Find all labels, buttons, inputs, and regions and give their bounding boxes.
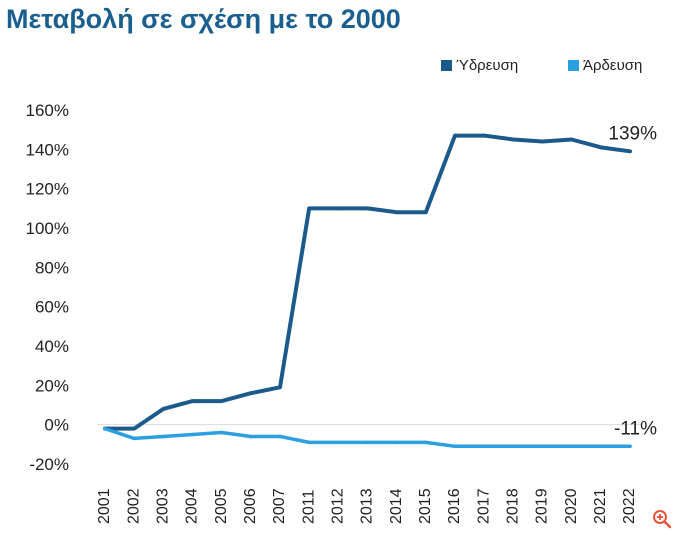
legend-swatch-series-2 [568,60,579,71]
series-2-point [161,434,166,439]
data-label-2: -11% [614,418,657,439]
series-line-1 [103,133,632,431]
series-1-point [190,399,195,403]
series-1-point [336,206,341,211]
series-2-point [628,444,632,449]
x-tick-label: 2002 [125,488,142,524]
series-2-point [219,430,224,435]
zoom-in-icon [653,510,672,529]
x-tick-label: 2020 [563,488,580,524]
x-tick-label: 2019 [534,488,551,524]
x-tick-label: 2014 [388,488,405,524]
series-2-point [365,440,370,445]
series-2-point [569,444,574,449]
x-tick-label: 2016 [446,488,463,524]
series-2-point [511,444,516,449]
series-2-point [307,440,311,445]
series-1-point [394,210,399,215]
y-tick-label: 140% [26,140,69,159]
series-2-point [278,434,282,439]
y-tick-label: 60% [35,298,69,317]
x-tick-label: 2018 [505,488,522,524]
x-tick-label: 2004 [184,488,201,524]
y-tick-label: 20% [35,376,69,395]
x-tick-label: 2012 [330,488,347,524]
series-1-point [599,145,603,150]
legend-item-series-2: Άρδευση [568,57,642,74]
x-tick-label: 2022 [621,488,638,524]
series-2-point [190,432,195,437]
series-1-point [161,407,166,411]
series-2-point [103,426,107,431]
series-2-point [249,434,253,439]
series-2-point [132,436,136,441]
series-1-point [307,206,311,211]
series-1-point [540,139,545,144]
y-tick-label: 100% [26,219,69,238]
series-1-point [219,399,224,403]
series-2-point [599,444,603,449]
legend-label-series-2: Άρδευση [583,57,643,74]
zoom-in-button[interactable] [650,507,674,531]
legend-swatch-series-1 [441,60,452,71]
legend-label-series-1: Ύδρευση [456,57,519,74]
data-label-1: 139% [608,123,657,144]
chart-title: Μεταβολή σε σχέση με το 2000 [6,4,401,34]
y-tick-label: 80% [35,258,69,277]
series-1-point [365,206,370,211]
x-tick-label: 2007 [271,488,288,524]
legend-item-series-1: Ύδρευση [441,57,518,74]
series-2-point [424,440,428,445]
series-1-point [482,133,486,138]
series-1-point [569,137,574,142]
series-1-point [453,133,457,138]
series-1-point [132,426,136,431]
x-tick-label: 2005 [213,488,230,524]
series-1-point [278,385,282,390]
y-tick-label: 40% [35,337,69,356]
x-tick-label: 2003 [155,488,172,524]
series-1-point [628,149,632,154]
x-tick-label: 2001 [96,488,113,524]
y-tick-label: 120% [26,180,69,199]
x-tick-label: 2011 [300,489,317,524]
y-tick-label: 0% [44,416,69,435]
series-2-point [540,444,545,449]
x-tick-label: 2017 [475,488,492,524]
series-2-point [394,440,399,445]
x-tick-label: 2006 [242,488,259,524]
series-1-point [424,210,428,215]
series-1-point [249,391,253,396]
x-tick-label: 2015 [417,488,434,524]
y-tick-label: 160% [26,101,69,120]
y-tick-label: -20% [29,455,69,474]
series-2-point [482,444,486,449]
series-2-point [336,440,341,445]
x-tick-label: 2013 [359,488,376,524]
x-tick-label: 2021 [592,488,609,524]
series-2-point [453,444,457,449]
series-1-point [511,137,516,142]
